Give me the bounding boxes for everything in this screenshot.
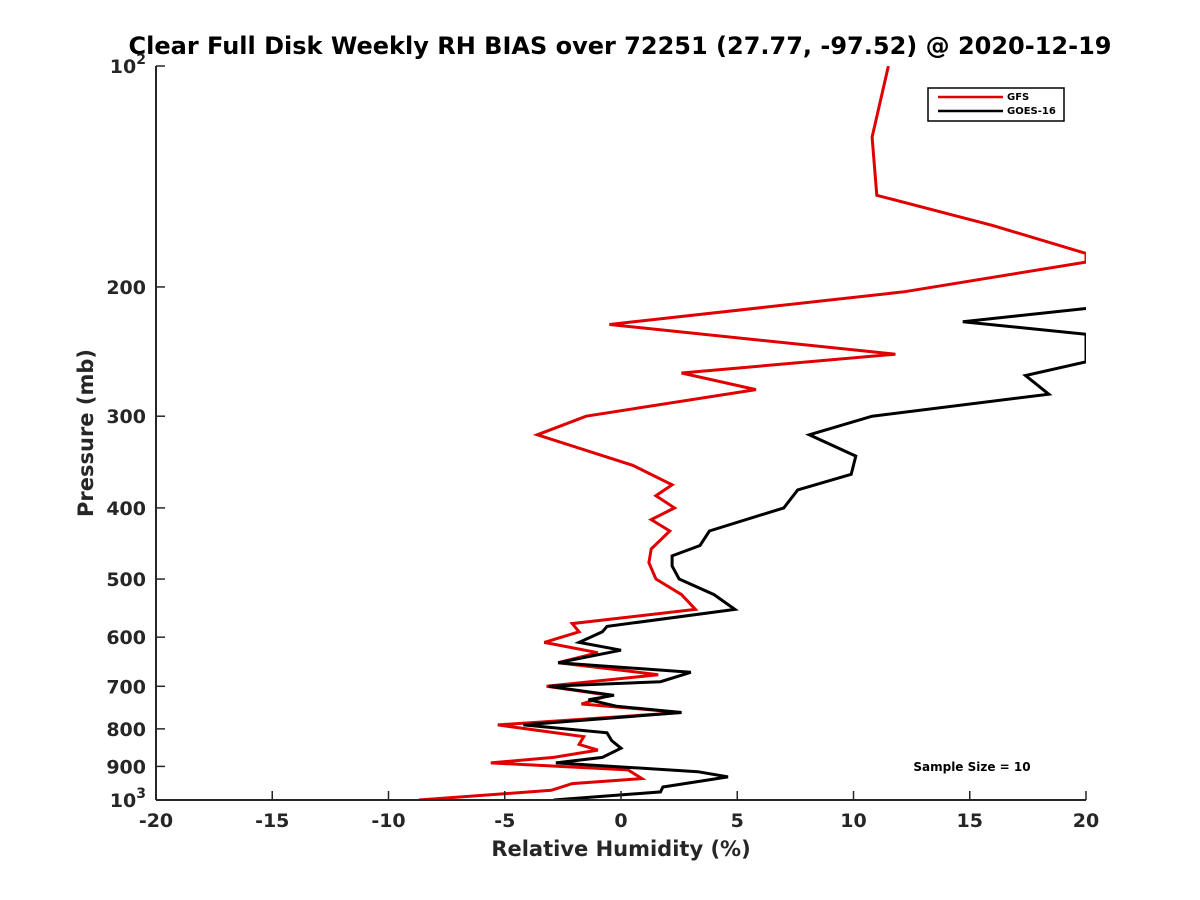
x-tick-label: 10 xyxy=(840,810,866,832)
series-line-gfs xyxy=(418,66,1086,800)
x-tick-label: 15 xyxy=(957,810,983,832)
x-tick-label: -10 xyxy=(371,810,405,832)
y-tick-label: 900 xyxy=(106,756,146,778)
y-tick-label: 700 xyxy=(106,676,146,698)
legend: GFS GOES-16 xyxy=(927,87,1065,122)
series-line-goes16 xyxy=(523,307,1086,800)
y-tick-label: 500 xyxy=(106,569,146,591)
y-tick-label: 200 xyxy=(106,277,146,299)
legend-label-goes16: GOES-16 xyxy=(1007,106,1056,117)
legend-label-gfs: GFS xyxy=(1007,92,1029,103)
x-axis-label: Relative Humidity (%) xyxy=(491,837,750,861)
sample-size-annotation: Sample Size = 10 xyxy=(913,760,1030,774)
x-tick-label: 0 xyxy=(614,810,627,832)
y-tick-label: 600 xyxy=(106,627,146,649)
y-tick-label: 102 xyxy=(110,52,146,78)
legend-box xyxy=(927,87,1065,122)
x-tick-label: 20 xyxy=(1073,810,1099,832)
x-tick-label: 5 xyxy=(731,810,744,832)
y-tick-label: 103 xyxy=(110,786,146,812)
chart-title: Clear Full Disk Weekly RH BIAS over 7225… xyxy=(129,32,1112,60)
y-axis-label: Pressure (mb) xyxy=(74,349,98,517)
x-tick-label: -15 xyxy=(255,810,289,832)
y-tick-label: 300 xyxy=(106,406,146,428)
y-tick-label: 800 xyxy=(106,719,146,741)
x-tick-label: -20 xyxy=(139,810,173,832)
x-tick-label: -5 xyxy=(494,810,515,832)
y-tick-label: 400 xyxy=(106,498,146,520)
